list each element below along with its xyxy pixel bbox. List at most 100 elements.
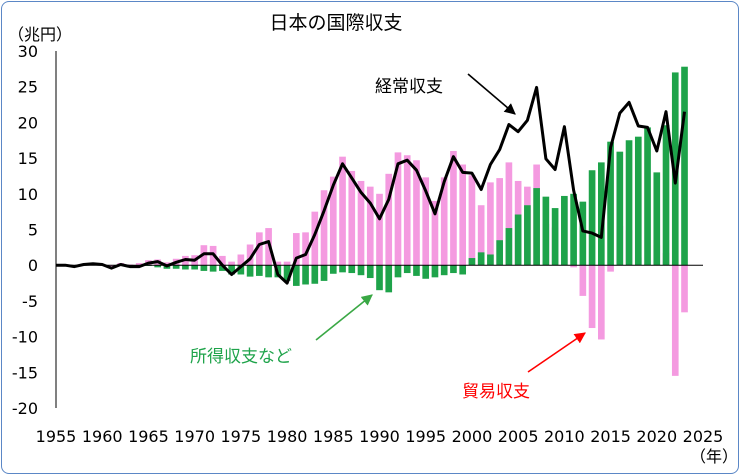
- income-bar: [311, 265, 319, 284]
- income-bar: [413, 265, 420, 276]
- x-tick-label: 1990: [359, 427, 400, 446]
- trade-bar: [496, 178, 503, 266]
- trade-bar: [228, 261, 235, 266]
- trade-bar: [302, 232, 309, 266]
- x-tick-label: 1980: [267, 427, 308, 446]
- income-bar: [246, 265, 254, 277]
- y-tick-label: -20: [12, 399, 38, 418]
- trade-bar: [256, 232, 263, 266]
- income-bar: [533, 188, 540, 266]
- income-bar: [588, 170, 596, 266]
- trade-bar: [385, 173, 393, 266]
- trade-bar: [339, 156, 346, 266]
- income-bar: [496, 240, 503, 266]
- trade-bar: [579, 265, 587, 296]
- trade-bar: [607, 265, 614, 272]
- trade-bar: [320, 190, 328, 266]
- x-tick-label: 2015: [590, 427, 631, 446]
- income-bar: [561, 195, 568, 266]
- income-bar: [209, 265, 217, 272]
- income-bar: [228, 265, 235, 275]
- income-bar: [524, 205, 531, 266]
- income-bar: [579, 201, 587, 266]
- income-bar: [487, 254, 494, 266]
- income-bar: [505, 228, 513, 266]
- income-bar: [607, 141, 614, 266]
- income-bar: [329, 265, 337, 274]
- income-bar: [671, 72, 679, 266]
- income-bar: [320, 265, 328, 281]
- income-balance-arrow: [315, 294, 373, 341]
- trade-bar: [477, 205, 485, 266]
- y-tick-label: 25: [18, 78, 38, 97]
- income-bar: [200, 265, 208, 271]
- income-bar: [450, 265, 457, 274]
- income-bar: [598, 162, 605, 266]
- x-tick-label: 2020: [636, 427, 677, 446]
- income-bar: [551, 208, 559, 266]
- trade-bar: [246, 244, 254, 266]
- y-tick-label: 15: [18, 149, 38, 168]
- trade-bar: [348, 170, 356, 266]
- x-tick-label: 1960: [82, 427, 123, 446]
- trade-bar: [403, 155, 411, 266]
- trade-bar: [108, 265, 115, 267]
- income-bar: [542, 196, 550, 266]
- x-tick-label: 1955: [36, 427, 77, 446]
- x-tick-label: 1985: [313, 427, 354, 446]
- trade-bar: [357, 180, 365, 266]
- trade-bar: [440, 177, 448, 266]
- trade-bar: [219, 255, 226, 266]
- trade-bar: [413, 160, 420, 266]
- income-bar: [459, 265, 467, 275]
- income-bar: [468, 258, 476, 266]
- y-tick-label: -10: [12, 328, 38, 347]
- trade-bar: [450, 150, 457, 266]
- income-balance-bars: [145, 66, 688, 293]
- income-bar: [366, 265, 374, 279]
- y-tick-label: 0: [28, 256, 38, 275]
- x-tick-label: 2005: [498, 427, 539, 446]
- income-bar: [265, 265, 272, 278]
- income-bar: [625, 140, 633, 266]
- y-tick-label: 5: [28, 221, 38, 240]
- trade-bar: [366, 186, 374, 266]
- income-bar: [376, 265, 383, 291]
- x-tick-label: 1970: [174, 427, 215, 446]
- income-bar: [302, 265, 309, 285]
- income-bar: [348, 265, 356, 274]
- y-tick-label: -5: [22, 292, 38, 311]
- y-axis-ticks: 30 25 20 15 10 5 0 -5 -10 -15 -20: [12, 42, 38, 418]
- trade-bar: [468, 175, 476, 266]
- trade-balance-arrow: [527, 332, 586, 373]
- income-bar: [634, 136, 642, 266]
- income-bar: [283, 265, 291, 281]
- trade-bar: [431, 200, 439, 266]
- y-axis-unit: （兆円）: [8, 25, 72, 44]
- x-tick-label: 2000: [452, 427, 493, 446]
- income-bar: [172, 265, 180, 269]
- income-bar: [514, 214, 522, 266]
- income-bar: [339, 265, 346, 273]
- trade-bar: [394, 152, 402, 266]
- income-bar: [292, 265, 300, 286]
- trade-bar: [135, 263, 143, 266]
- income-bar: [256, 265, 263, 276]
- current-account-label: 経常収支: [375, 77, 443, 97]
- x-tick-label: 2010: [544, 427, 585, 446]
- trade-bar: [681, 265, 688, 313]
- current-account-arrow: [467, 73, 516, 115]
- trade-bar: [422, 177, 430, 266]
- trade-bar: [487, 182, 494, 266]
- y-tick-label: 30: [18, 42, 38, 61]
- income-bar: [653, 172, 661, 266]
- income-bar: [616, 151, 624, 266]
- income-bar: [357, 265, 365, 276]
- trade-bar: [376, 193, 383, 266]
- trade-bar: [459, 164, 467, 266]
- income-bar: [394, 265, 402, 278]
- x-tick-label: 1965: [128, 427, 169, 446]
- y-tick-label: -15: [12, 363, 38, 382]
- income-bar: [570, 193, 577, 266]
